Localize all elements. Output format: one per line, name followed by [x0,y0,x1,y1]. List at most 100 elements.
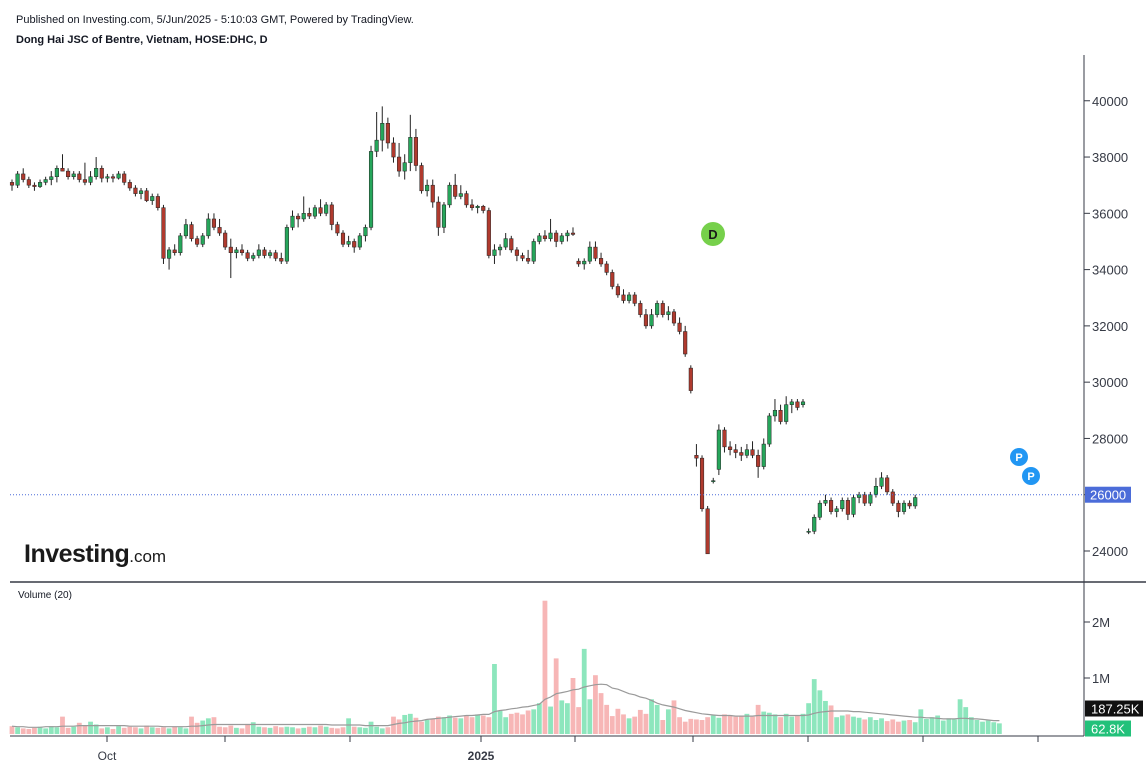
candle [245,249,250,262]
volume-bar [267,727,273,734]
candle [481,204,486,214]
volume-bar [290,727,295,734]
candle-body [380,123,385,141]
candle-body [391,142,396,158]
volume-bar [632,716,638,734]
candle [542,230,548,242]
candle [767,413,772,447]
volume-bar [800,713,806,734]
volume-bar [9,726,15,734]
volume-bar [531,709,537,734]
volume-bar [783,713,789,734]
candle-body [397,156,402,172]
candle [346,235,351,248]
volume-bar [682,721,688,734]
volume-bar [722,714,727,734]
p-marker-1[interactable]: P [1010,448,1028,466]
candle [133,185,138,197]
candle [77,171,82,183]
volume-bar [76,722,82,734]
candle [234,247,239,259]
volume-bar [895,721,901,734]
candle-body [419,165,424,192]
candle [262,247,267,259]
candle [200,233,205,248]
candle [144,187,149,203]
candle [413,128,418,172]
candle-body [26,179,31,186]
volume-bar [228,725,234,734]
candle-body [127,182,132,189]
volume-bar [643,713,649,734]
candle-body [430,184,435,203]
candle [666,306,671,321]
current-price-tag: 26000 [1085,486,1131,503]
candle [688,365,693,394]
candle [885,475,890,495]
volume-bar [621,714,626,734]
candle-body [582,260,587,265]
dividend-marker[interactable]: D [701,222,725,246]
candle [857,491,862,504]
candle [554,230,559,248]
volume-bar [424,720,430,734]
volume-bar [553,658,559,734]
candle [744,444,749,459]
candle-body [548,232,553,239]
candle-body [627,294,632,301]
candle-body [879,477,884,487]
volume-bar [26,728,32,734]
candle-body [621,294,626,301]
dividend-marker-label: D [708,227,717,242]
price-tick-label: 32000 [1092,319,1128,334]
volume-bar [250,722,256,734]
volume-bar [110,728,116,734]
candle [155,193,160,211]
candle-body [32,184,37,187]
volume-bar [65,727,71,734]
candle-body [750,449,755,456]
candle [711,477,716,484]
candle [324,202,329,217]
candle [778,404,783,425]
candle [498,244,503,256]
volume-bar [447,715,452,734]
candle-body [806,531,811,533]
candle [71,171,76,180]
volume-bar [503,717,509,734]
candle [587,241,592,264]
candle-body [189,224,194,239]
candle [15,171,20,188]
price-tick-label: 24000 [1092,544,1128,559]
candle-body [312,207,317,217]
volume-bar [116,726,121,734]
price-tick-label: 28000 [1092,431,1128,446]
volume-bar [37,726,43,734]
volume-bar [475,714,481,734]
volume-bar [649,699,654,734]
volume-bar [525,710,531,734]
volume-bar [654,704,660,734]
candle-body [638,303,643,315]
candle [486,207,491,259]
candle [397,142,402,177]
candle-body [817,502,822,518]
volume-bar [890,719,896,734]
volume-bar [952,719,957,734]
volume-bar [598,693,604,734]
candle-body [862,494,867,504]
volume-bar [772,714,778,734]
candle-body [71,173,76,177]
candle [739,446,744,461]
volume-bar [464,716,469,734]
volume-bar [879,718,884,734]
candle [228,238,233,279]
candle-body [576,260,581,265]
volume-bar [795,715,800,734]
candle [565,230,570,242]
p-marker-2[interactable]: P [1022,467,1040,485]
volume-bar [626,718,632,734]
candle [279,252,284,264]
candle-body [43,179,48,183]
